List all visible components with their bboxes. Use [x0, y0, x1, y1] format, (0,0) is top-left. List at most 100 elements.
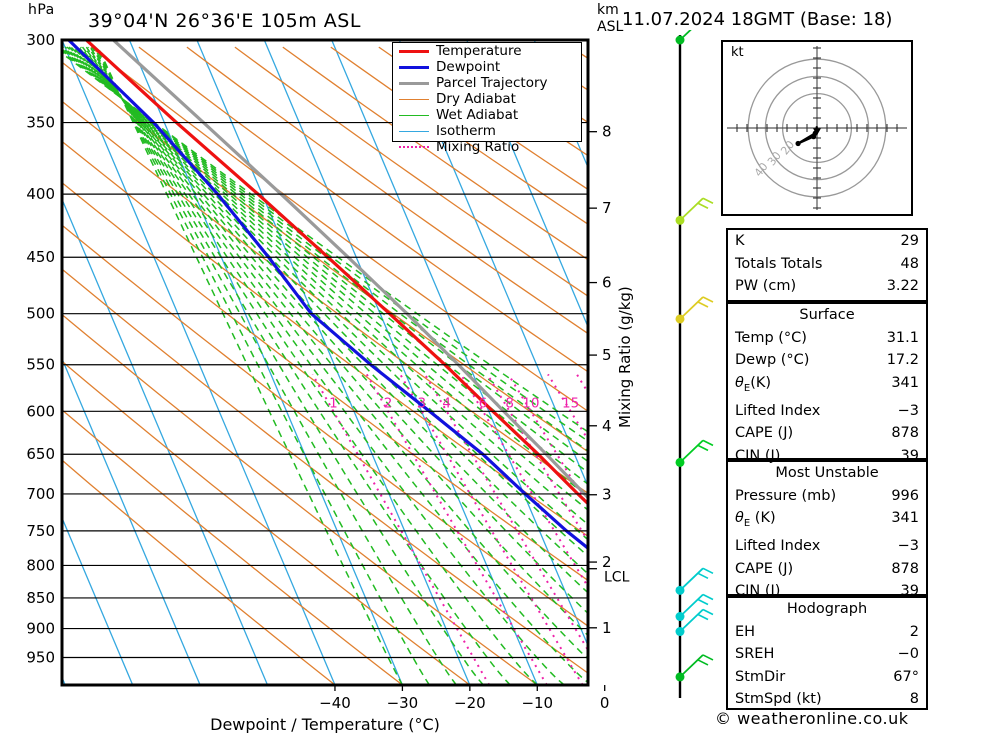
svg-text:6: 6 [479, 395, 488, 411]
stat-value: −3 [897, 402, 919, 419]
stat-value: 341 [891, 374, 919, 391]
stat-value: 67° [893, 668, 919, 685]
stat-value: 878 [891, 425, 919, 442]
panel-title: Most Unstable [775, 465, 879, 481]
stat-row: Temp (°C) 31.1 [728, 327, 926, 350]
stat-value: −0 [897, 646, 919, 662]
stat-label: PW (cm) [735, 278, 797, 294]
legend-swatch-icon [399, 146, 429, 148]
svg-text:850: 850 [26, 589, 55, 607]
legend-item-label: Mixing Ratio [436, 139, 520, 155]
stat-row: CIN (J) 39 [728, 445, 926, 468]
most-unstable-panel: Most Unstable Pressure (mb) 996 θE (K) 341 Li… [726, 460, 928, 599]
legend-item-label: Wet Adiabat [436, 107, 519, 123]
copyright-label: © weatheronline.co.uk [715, 709, 909, 728]
svg-text:8: 8 [505, 395, 514, 411]
legend-item-temperature: Temperature [393, 43, 581, 59]
svg-text:1: 1 [602, 619, 612, 637]
stat-value: 29 [900, 233, 919, 249]
legend-swatch-icon [399, 130, 429, 132]
stat-value: 2 [909, 623, 919, 640]
stat-row: StmDir 67° [728, 666, 926, 689]
svg-text:Dewpoint / Temperature (°C): Dewpoint / Temperature (°C) [210, 715, 440, 733]
indices-panel: K 29 Totals Totals 48 PW (cm) 3.22 [726, 228, 928, 302]
legend-item-label: Temperature [436, 43, 522, 59]
stat-label: Dewp (°C) [735, 352, 810, 368]
svg-text:700: 700 [26, 485, 55, 503]
svg-text:2: 2 [602, 553, 612, 571]
datetime-label: 11.07.2024 18GMT (Base: 18) [622, 9, 893, 30]
svg-text:−20: −20 [454, 694, 486, 712]
hodograph-plot: 20 30 40 [721, 40, 913, 216]
legend-item-dewpoint: Dewpoint [393, 59, 581, 75]
legend-swatch-icon [399, 65, 429, 69]
stat-value: 39 [900, 447, 919, 464]
svg-text:500: 500 [26, 305, 55, 323]
stat-row: Lifted Index −3 [728, 400, 926, 423]
legend-item-mixing-ratio: Mixing Ratio [393, 139, 581, 155]
wind-barb-column [655, 30, 715, 705]
legend-swatch-icon [399, 49, 429, 53]
svg-text:3: 3 [418, 395, 427, 411]
stat-row: CAPE (J) 878 [728, 558, 926, 581]
stat-label: StmDir [735, 668, 786, 685]
svg-text:6: 6 [602, 274, 612, 292]
svg-text:Mixing Ratio (g/kg): Mixing Ratio (g/kg) [616, 286, 634, 428]
stat-value: 48 [900, 255, 919, 272]
svg-text:800: 800 [26, 556, 55, 574]
stat-row: StmSpd (kt) 8 [728, 688, 926, 711]
legend-item-label: Isotherm [436, 123, 496, 139]
stat-label: StmSpd (kt) [735, 691, 822, 707]
stat-row: Lifted Index −3 [728, 535, 926, 558]
svg-text:8: 8 [602, 123, 612, 141]
legend-swatch-icon [399, 81, 429, 85]
stat-label: Lifted Index [735, 402, 821, 419]
stat-row: Totals Totals 48 [728, 253, 926, 276]
svg-text:−30: −30 [387, 694, 419, 712]
stat-label: Lifted Index [735, 538, 821, 555]
svg-text:−10: −10 [521, 694, 553, 712]
svg-text:1: 1 [329, 395, 338, 411]
stat-label: CAPE (J) [735, 560, 794, 577]
page-title: 39°04'N 26°36'E 105m ASL [88, 10, 361, 32]
legend-item-parcel-trajectory: Parcel Trajectory [393, 75, 581, 91]
legend-swatch-icon [399, 98, 429, 100]
stat-row: K 29 [728, 230, 926, 253]
svg-text:3: 3 [602, 486, 612, 504]
stat-value: 39 [900, 583, 919, 600]
legend-item-label: Dewpoint [436, 59, 501, 75]
stat-label: CIN (J) [735, 447, 781, 464]
stat-label: Totals Totals [735, 255, 823, 272]
svg-text:450: 450 [26, 248, 55, 266]
svg-text:550: 550 [26, 356, 55, 374]
legend-item-wet-adiabat: Wet Adiabat [393, 107, 581, 123]
stat-row: θE (K) 341 [728, 507, 926, 535]
stat-row: Pressure (mb) 996 [728, 485, 926, 508]
stat-value: 996 [891, 487, 919, 504]
panel-title: Hodograph [786, 601, 868, 617]
stat-label: CIN (J) [735, 583, 781, 600]
svg-text:4: 4 [602, 417, 612, 435]
svg-text:650: 650 [26, 445, 55, 463]
legend: Temperature Dewpoint Parcel Trajectory Dry … [392, 42, 582, 155]
svg-text:350: 350 [26, 114, 55, 132]
svg-text:750: 750 [26, 522, 55, 540]
stat-value: 8 [909, 691, 919, 707]
legend-swatch-icon [399, 114, 429, 116]
stat-value: 341 [891, 510, 919, 526]
stat-value: 31.1 [886, 329, 919, 346]
svg-text:900: 900 [26, 620, 55, 638]
stat-label: Pressure (mb) [735, 487, 837, 504]
stat-label: SREH [735, 646, 775, 662]
stat-label: K [735, 233, 745, 249]
stat-value: −3 [897, 538, 919, 555]
svg-text:15: 15 [562, 395, 579, 411]
stat-value: 878 [891, 560, 919, 577]
stat-row: CIN (J) 39 [728, 580, 926, 603]
legend-item-dry-adiabat: Dry Adiabat [393, 91, 581, 107]
stat-value: 17.2 [886, 352, 919, 368]
stat-label: θE(K) [735, 374, 772, 394]
svg-text:7: 7 [602, 199, 612, 217]
hodograph-stats-panel: Hodograph EH 2 SREH −0 StmDir 67° StmSpd (kt) 8 [726, 596, 928, 710]
stat-row: PW (cm) 3.22 [728, 275, 926, 298]
